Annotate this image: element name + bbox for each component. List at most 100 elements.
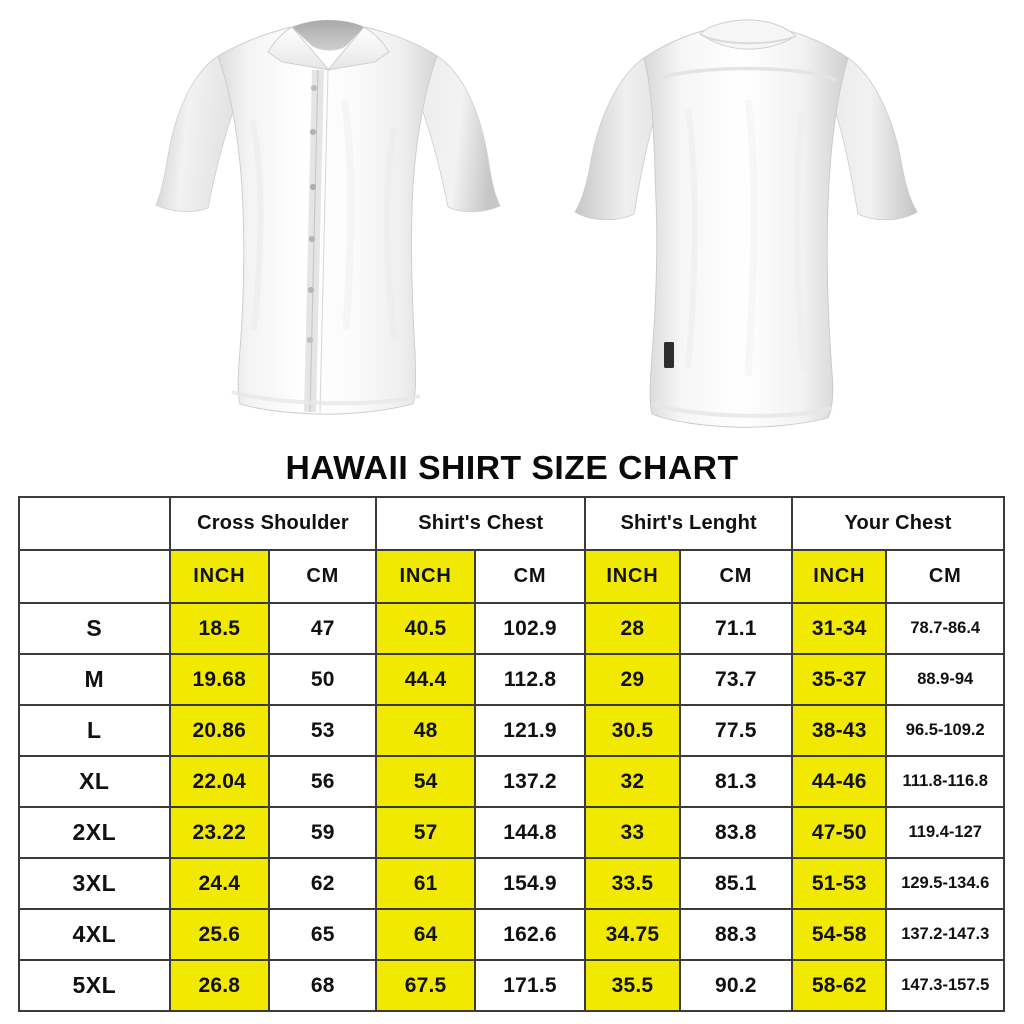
cell-chest-inch: 44.4	[375, 653, 476, 706]
shirt-back-view	[548, 0, 948, 442]
unit-cross-shoulder-cm: CM	[267, 549, 378, 604]
cell-length-inch: 29	[584, 653, 681, 706]
cell-size: XL	[18, 755, 171, 808]
cell-length-inch: 32	[584, 755, 681, 808]
table-row: 3XL 24.4 62 61 154.9 33.5 85.1 51-53 129…	[18, 857, 1005, 910]
cell-cross-shoulder-cm: 47	[267, 602, 378, 655]
cell-size: 3XL	[18, 857, 171, 910]
cell-chest-cm: 171.5	[473, 959, 587, 1012]
cell-cross-shoulder-inch: 19.68	[168, 653, 270, 706]
cell-your-chest-inch: 54-58	[791, 908, 888, 961]
cell-chest-cm: 121.9	[473, 704, 587, 757]
cell-cross-shoulder-cm: 50	[267, 653, 378, 706]
table-header: Cross Shoulder Shirt's Chest Shirt's Len…	[18, 496, 1005, 604]
unit-corner-cell	[18, 549, 171, 604]
cell-chest-inch: 48	[375, 704, 476, 757]
cell-size: 2XL	[18, 806, 171, 859]
cell-cross-shoulder-cm: 62	[267, 857, 378, 910]
cell-cross-shoulder-inch: 24.4	[168, 857, 270, 910]
cell-cross-shoulder-cm: 65	[267, 908, 378, 961]
cell-your-chest-inch: 35-37	[791, 653, 888, 706]
cell-your-chest-cm: 129.5-134.6	[885, 857, 1005, 910]
cell-your-chest-inch: 31-34	[791, 602, 888, 655]
cell-your-chest-cm: 137.2-147.3	[885, 908, 1005, 961]
cell-length-cm: 83.8	[678, 806, 794, 859]
unit-your-chest-inch: INCH	[791, 549, 888, 604]
cell-length-cm: 81.3	[678, 755, 794, 808]
unit-chest-inch: INCH	[375, 549, 476, 604]
shirt-front-view	[132, 0, 532, 442]
unit-length-inch: INCH	[584, 549, 681, 604]
table-row: 4XL 25.6 65 64 162.6 34.75 88.3 54-58 13…	[18, 908, 1005, 961]
unit-chest-cm: CM	[473, 549, 587, 604]
cell-chest-cm: 154.9	[473, 857, 587, 910]
cell-chest-cm: 137.2	[473, 755, 587, 808]
header-shirts-chest: Shirt's Chest	[375, 496, 587, 551]
table-row: L 20.86 53 48 121.9 30.5 77.5 38-43 96.5…	[18, 704, 1005, 757]
table-row: M 19.68 50 44.4 112.8 29 73.7 35-37 88.9…	[18, 653, 1005, 706]
cell-length-cm: 77.5	[678, 704, 794, 757]
cell-size: M	[18, 653, 171, 706]
cell-length-cm: 88.3	[678, 908, 794, 961]
unit-length-cm: CM	[678, 549, 794, 604]
cell-chest-cm: 162.6	[473, 908, 587, 961]
cell-length-inch: 35.5	[584, 959, 681, 1012]
cell-size: 4XL	[18, 908, 171, 961]
cell-chest-cm: 102.9	[473, 602, 587, 655]
cell-your-chest-inch: 47-50	[791, 806, 888, 859]
cell-your-chest-inch: 44-46	[791, 755, 888, 808]
size-chart-table: Cross Shoulder Shirt's Chest Shirt's Len…	[18, 496, 1005, 1012]
table-row: 2XL 23.22 59 57 144.8 33 83.8 47-50 119.…	[18, 806, 1005, 859]
cell-length-inch: 33	[584, 806, 681, 859]
cell-cross-shoulder-inch: 25.6	[168, 908, 270, 961]
cell-your-chest-inch: 51-53	[791, 857, 888, 910]
corner-cell	[18, 496, 171, 551]
cell-cross-shoulder-cm: 53	[267, 704, 378, 757]
unit-your-chest-cm: CM	[885, 549, 1005, 604]
cell-chest-inch: 40.5	[375, 602, 476, 655]
cell-length-cm: 90.2	[678, 959, 794, 1012]
header-cross-shoulder: Cross Shoulder	[168, 496, 378, 551]
cell-your-chest-inch: 38-43	[791, 704, 888, 757]
cell-chest-inch: 67.5	[375, 959, 476, 1012]
cell-size: 5XL	[18, 959, 171, 1012]
group-header-row: Cross Shoulder Shirt's Chest Shirt's Len…	[18, 496, 1005, 551]
cell-length-inch: 33.5	[584, 857, 681, 910]
cell-size: L	[18, 704, 171, 757]
cell-chest-cm: 144.8	[473, 806, 587, 859]
cell-cross-shoulder-inch: 23.22	[168, 806, 270, 859]
cell-your-chest-cm: 96.5-109.2	[885, 704, 1005, 757]
cell-length-inch: 28	[584, 602, 681, 655]
cell-cross-shoulder-cm: 56	[267, 755, 378, 808]
cell-length-cm: 71.1	[678, 602, 794, 655]
cell-cross-shoulder-inch: 22.04	[168, 755, 270, 808]
cell-chest-inch: 64	[375, 908, 476, 961]
cell-cross-shoulder-inch: 18.5	[168, 602, 270, 655]
cell-chest-inch: 57	[375, 806, 476, 859]
unit-cross-shoulder-inch: INCH	[168, 549, 270, 604]
unit-header-row: INCH CM INCH CM INCH CM INCH CM	[18, 549, 1005, 604]
cell-chest-inch: 61	[375, 857, 476, 910]
cell-length-inch: 30.5	[584, 704, 681, 757]
table-body: S 18.5 47 40.5 102.9 28 71.1 31-34 78.7-…	[18, 602, 1005, 1012]
page-title: HAWAII SHIRT SIZE CHART	[285, 449, 739, 486]
cell-your-chest-inch: 58-62	[791, 959, 888, 1012]
cell-cross-shoulder-inch: 20.86	[168, 704, 270, 757]
cell-cross-shoulder-inch: 26.8	[168, 959, 270, 1012]
cell-length-inch: 34.75	[584, 908, 681, 961]
header-shirts-length: Shirt's Lenght	[584, 496, 794, 551]
cell-your-chest-cm: 88.9-94	[885, 653, 1005, 706]
cell-your-chest-cm: 78.7-86.4	[885, 602, 1005, 655]
cell-length-cm: 85.1	[678, 857, 794, 910]
cell-your-chest-cm: 147.3-157.5	[885, 959, 1005, 1012]
cell-size: S	[18, 602, 171, 655]
cell-your-chest-cm: 111.8-116.8	[885, 755, 1005, 808]
product-image-row	[0, 0, 1024, 442]
cell-your-chest-cm: 119.4-127	[885, 806, 1005, 859]
header-your-chest: Your Chest	[791, 496, 1005, 551]
cell-chest-inch: 54	[375, 755, 476, 808]
cell-length-cm: 73.7	[678, 653, 794, 706]
cell-cross-shoulder-cm: 59	[267, 806, 378, 859]
cell-chest-cm: 112.8	[473, 653, 587, 706]
